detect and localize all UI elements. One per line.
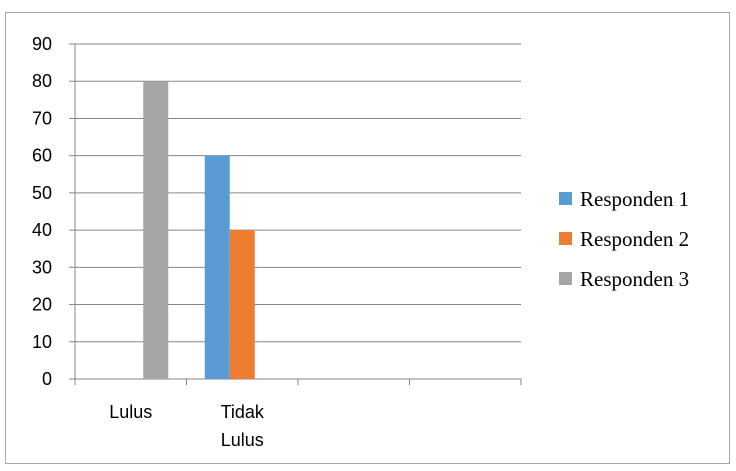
legend-label: Responden 1 bbox=[580, 187, 689, 211]
x-tick-label: Tidak bbox=[221, 402, 265, 422]
y-tick-label: 0 bbox=[42, 369, 52, 389]
x-tick-labels: Lulus Tidak Lulus bbox=[109, 402, 265, 450]
y-tick-label: 10 bbox=[32, 332, 52, 352]
legend-label: Responden 2 bbox=[580, 227, 689, 251]
bars bbox=[143, 81, 255, 379]
y-tick-label: 40 bbox=[32, 220, 52, 240]
y-tick-labels: 0 10 20 30 40 50 60 70 80 90 bbox=[32, 34, 52, 389]
bar-responden-1 bbox=[204, 155, 230, 379]
legend-swatch bbox=[559, 232, 572, 245]
y-tick-label: 60 bbox=[32, 146, 52, 166]
x-tick-label: Lulus bbox=[109, 402, 152, 422]
legend: Responden 1 Responden 2 Responden 3 bbox=[559, 187, 689, 291]
y-tick-label: 70 bbox=[32, 108, 52, 128]
y-tick-label: 50 bbox=[32, 183, 52, 203]
legend-swatch bbox=[559, 192, 572, 205]
legend-label: Responden 3 bbox=[580, 267, 689, 291]
x-tick-label: Lulus bbox=[221, 430, 264, 450]
y-tick-label: 30 bbox=[32, 257, 52, 277]
axes bbox=[69, 43, 522, 385]
chart-frame bbox=[5, 12, 730, 464]
bar-responden-2 bbox=[229, 230, 255, 379]
y-tick-label: 90 bbox=[32, 34, 52, 54]
gridlines bbox=[75, 43, 521, 343]
legend-swatch bbox=[559, 272, 572, 285]
y-tick-label: 80 bbox=[32, 71, 52, 91]
y-tick-label: 20 bbox=[32, 295, 52, 315]
bar-responden-3 bbox=[143, 81, 169, 379]
